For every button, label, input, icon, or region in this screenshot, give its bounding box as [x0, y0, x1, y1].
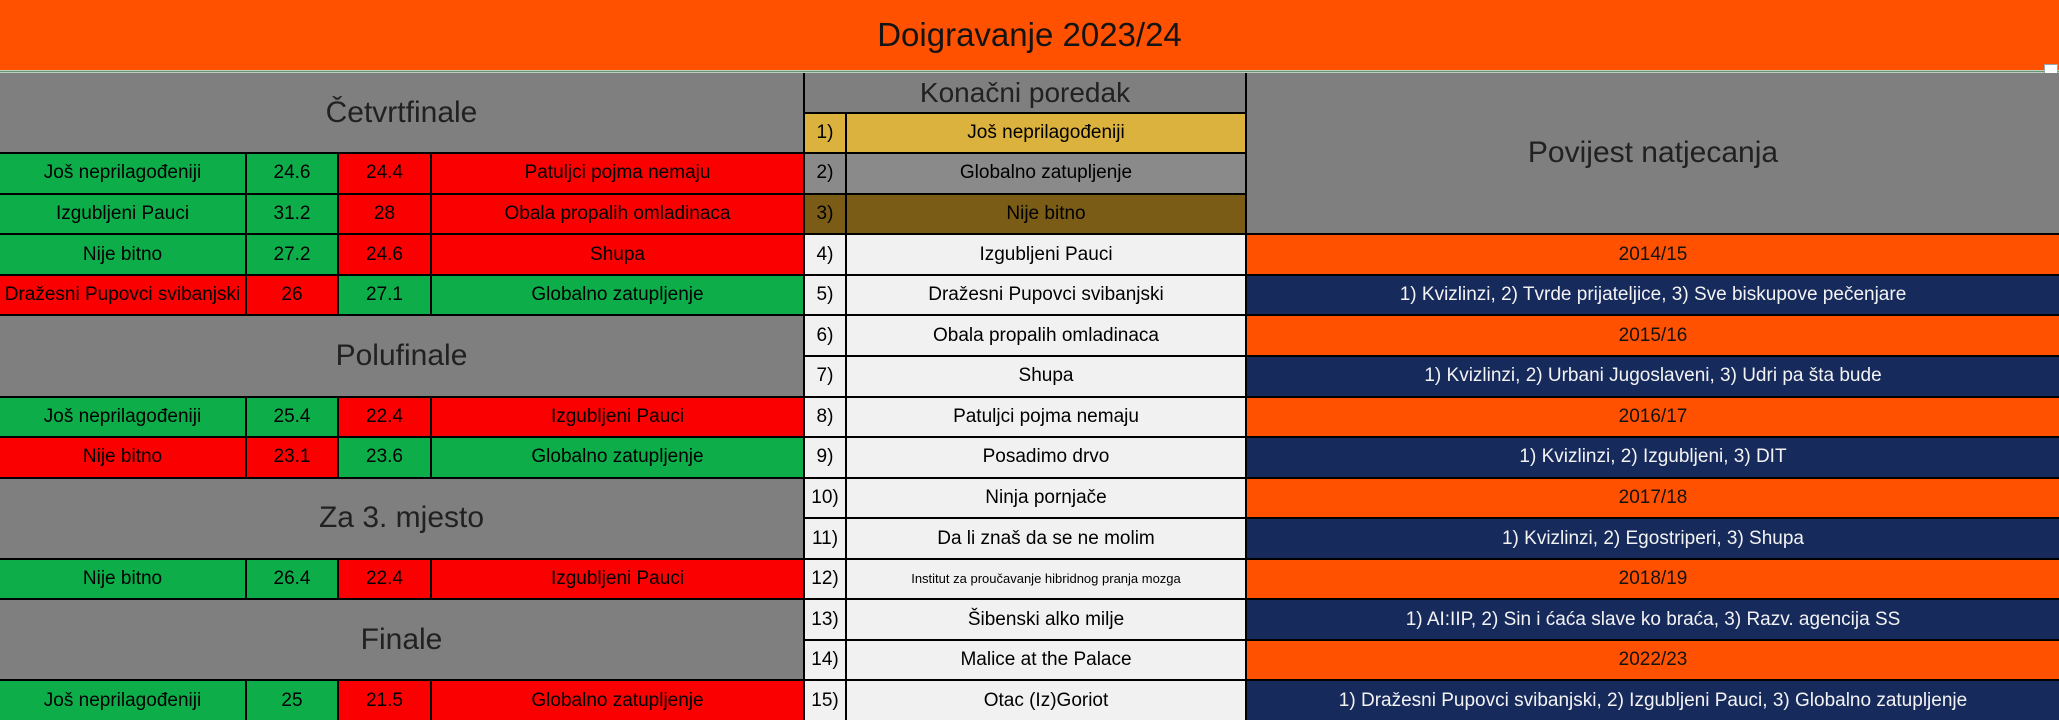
third-team1: Nije bitno	[0, 559, 245, 599]
qf3-score2: 24.6	[339, 235, 430, 274]
history-season: 2018/19	[1247, 559, 2059, 599]
page-title: Doigravanje 2023/24	[0, 0, 2059, 70]
standings-team: Shupa	[847, 356, 1245, 396]
sf1-score1: 25.4	[247, 397, 337, 437]
qf4-team1: Dražesni Pupovci svibanjski	[0, 275, 245, 315]
standings-team: Otac (Iz)Goriot	[847, 681, 1245, 720]
sf2-team2: Globalno zatupljenje	[432, 438, 803, 477]
qf3-score1: 27.2	[247, 235, 337, 274]
history-podium: 1) Kvizlinzi, 2) Urbani Jugoslaveni, 3) …	[1247, 356, 2059, 396]
sf2-team1: Nije bitno	[0, 438, 245, 477]
standings-rank: 12)	[805, 559, 845, 599]
qf1-team1: Još neprilagođeniji	[0, 154, 245, 193]
qf1-score2: 24.4	[339, 154, 430, 193]
standings-team: Dražesni Pupovci svibanjski	[847, 275, 1245, 315]
history-season: 2022/23	[1247, 640, 2059, 680]
history-header: Povijest natjecanja	[1247, 73, 2059, 234]
third-score2: 22.4	[339, 559, 430, 599]
standings-rank: 10)	[805, 478, 845, 518]
qf2-score1: 31.2	[247, 194, 337, 234]
standings-team: Ninja pornjače	[847, 478, 1245, 518]
standings-team: Još neprilagođeniji	[847, 113, 1245, 153]
qf4-team2: Globalno zatupljenje	[432, 275, 803, 315]
section-final: Finale	[0, 600, 803, 680]
standings-rank: 2)	[805, 154, 845, 193]
qf1-team2: Patuljci pojma nemaju	[432, 154, 803, 193]
standings-team: Da li znaš da se ne molim	[847, 519, 1245, 558]
qf4-score2: 27.1	[339, 275, 430, 315]
standings-team: Posadimo drvo	[847, 438, 1245, 477]
history-podium: 1) Kvizlinzi, 2) Tvrde prijateljice, 3) …	[1247, 275, 2059, 315]
qf2-score2: 28	[339, 194, 430, 234]
sf1-score2: 22.4	[339, 397, 430, 437]
standings-team: Institut za proučavanje hibridnog pranja…	[847, 559, 1245, 599]
final-team1: Još neprilagođeniji	[0, 681, 245, 720]
standings-rank: 9)	[805, 438, 845, 477]
qf2-team2: Obala propalih omladinaca	[432, 194, 803, 234]
qf1-score1: 24.6	[247, 154, 337, 193]
standings-rank: 3)	[805, 194, 845, 234]
history-podium: 1) AI:IIP, 2) Sin i ćaća slave ko braća,…	[1247, 600, 2059, 639]
playoff-board: Četvrtfinale Još neprilagođeniji 24.6 24…	[0, 73, 2059, 720]
sf1-team2: Izgubljeni Pauci	[432, 397, 803, 437]
standings-rank: 6)	[805, 316, 845, 355]
final-score2: 21.5	[339, 681, 430, 720]
section-third-place: Za 3. mjesto	[0, 478, 803, 558]
third-team2: Izgubljeni Pauci	[432, 559, 803, 599]
third-score1: 26.4	[247, 559, 337, 599]
sf2-score1: 23.1	[247, 438, 337, 477]
standings-panel: Konačni poredak 1) Još neprilagođeniji 2…	[805, 73, 1245, 720]
history-season: 2017/18	[1247, 478, 2059, 518]
history-season: 2016/17	[1247, 397, 2059, 437]
standings-rank: 15)	[805, 681, 845, 720]
standings-header: Konačni poredak	[805, 73, 1245, 112]
qf4-score1: 26	[247, 275, 337, 315]
standings-team: Malice at the Palace	[847, 640, 1245, 680]
title-accent-line	[0, 70, 2059, 73]
standings-team: Izgubljeni Pauci	[847, 235, 1245, 274]
standings-rank: 1)	[805, 113, 845, 153]
final-team2: Globalno zatupljenje	[432, 681, 803, 720]
standings-team: Patuljci pojma nemaju	[847, 397, 1245, 437]
standings-rank: 8)	[805, 397, 845, 437]
qf3-team1: Nije bitno	[0, 235, 245, 274]
history-panel: Povijest natjecanja 2014/15 1) Kvizlinzi…	[1247, 73, 2059, 720]
standings-team: Nije bitno	[847, 194, 1245, 234]
standings-rank: 4)	[805, 235, 845, 274]
qf3-team2: Shupa	[432, 235, 803, 274]
bracket-panel: Četvrtfinale Još neprilagođeniji 24.6 24…	[0, 73, 803, 720]
history-podium: 1) Kvizlinzi, 2) Egostriperi, 3) Shupa	[1247, 519, 2059, 558]
standings-team: Globalno zatupljenje	[847, 154, 1245, 193]
standings-rank: 5)	[805, 275, 845, 315]
section-semifinal: Polufinale	[0, 316, 803, 396]
standings-team: Obala propalih omladinaca	[847, 316, 1245, 355]
history-podium: 1) Kvizlinzi, 2) Izgubljeni, 3) DIT	[1247, 438, 2059, 477]
history-season: 2014/15	[1247, 235, 2059, 274]
qf2-team1: Izgubljeni Pauci	[0, 194, 245, 234]
standings-team: Šibenski alko milje	[847, 600, 1245, 639]
sf1-team1: Još neprilagođeniji	[0, 397, 245, 437]
standings-rank: 7)	[805, 356, 845, 396]
history-podium: 1) Dražesni Pupovci svibanjski, 2) Izgub…	[1247, 681, 2059, 720]
standings-rank: 11)	[805, 519, 845, 558]
sf2-score2: 23.6	[339, 438, 430, 477]
standings-rank: 14)	[805, 640, 845, 680]
section-quarterfinal: Četvrtfinale	[0, 73, 803, 153]
history-season: 2015/16	[1247, 316, 2059, 355]
final-score1: 25	[247, 681, 337, 720]
standings-rank: 13)	[805, 600, 845, 639]
